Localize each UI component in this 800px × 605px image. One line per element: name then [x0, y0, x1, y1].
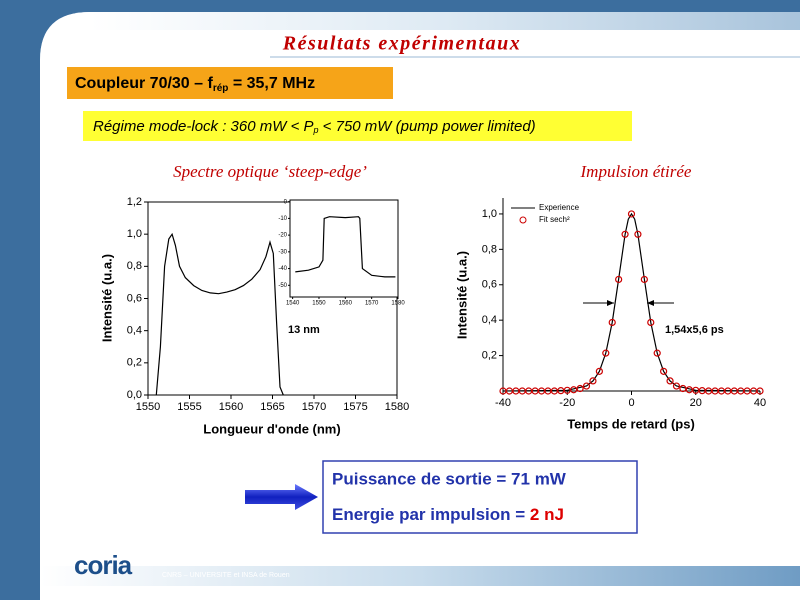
logo: coria — [74, 550, 133, 580]
fit-point — [602, 349, 610, 357]
x-tick-label: 1565 — [260, 401, 284, 413]
x-tick-label: 1580 — [385, 401, 409, 413]
fit-point — [660, 367, 668, 375]
regime-sub: p — [313, 125, 319, 135]
result-power: Puissance de sortie = 71 mW — [332, 469, 567, 488]
fit-point — [615, 275, 623, 284]
coupler-main: Coupleur 70/30 – f — [75, 75, 213, 92]
y-tick-label: 0,6 — [482, 279, 497, 291]
y-tick-label: -50 — [278, 283, 287, 289]
y-tick-label: 1,0 — [127, 228, 142, 240]
fit-point — [634, 230, 642, 238]
result-energy: Energie par impulsion = 2 nJ — [332, 505, 564, 524]
result-arrow — [245, 484, 318, 510]
y-tick-label: 0,4 — [482, 314, 497, 326]
y-axis-label: Intensité (u.a.) — [99, 254, 114, 342]
fit-point — [576, 384, 584, 393]
y-axis-label: Intensité (u.a.) — [454, 251, 469, 339]
x-tick-label: 1570 — [302, 401, 326, 413]
x-tick-label: 1575 — [343, 401, 367, 413]
x-tick-label: 1555 — [177, 401, 201, 413]
x-tick-label: 1550 — [136, 401, 160, 413]
coupler-box — [67, 67, 393, 99]
x-tick-label: 40 — [754, 397, 766, 409]
fit-point — [589, 377, 597, 385]
result-box — [322, 460, 638, 534]
chart-title: Impulsion étirée — [580, 162, 692, 181]
fit-point — [621, 230, 629, 238]
fit-point — [627, 210, 636, 218]
y-tick-label: 0,0 — [127, 389, 142, 401]
coupler-text: Coupleur 70/30 – frép = 35,7 MHz — [75, 75, 315, 93]
x-tick-label: 1550 — [312, 301, 326, 307]
x-axis-label: Temps de retard (ps) — [567, 416, 695, 431]
y-tick-label: 1,2 — [127, 196, 142, 208]
y-tick-label: 0,2 — [127, 357, 142, 369]
x-tick-label: 0 — [628, 397, 634, 409]
fit-point — [756, 387, 764, 395]
content-area — [40, 12, 800, 600]
fit-point — [647, 318, 655, 327]
annotation: 13 nm — [288, 324, 320, 336]
x-tick-label: 1570 — [365, 301, 379, 307]
fit-point — [640, 275, 648, 284]
y-tick-label: 0,8 — [482, 243, 497, 255]
y-tick-label: 0,8 — [127, 260, 142, 272]
annotation: 1,54x5,6 ps — [665, 324, 724, 336]
footer: CNRS – UNIVERSITE et INSA de Rouen — [162, 572, 290, 579]
data-line — [155, 232, 284, 396]
data-line — [295, 216, 396, 278]
y-tick-label: 0,2 — [482, 349, 497, 361]
y-tick-label: 0 — [284, 199, 288, 205]
coupler-sub: rép — [213, 83, 229, 94]
x-tick-label: -40 — [495, 397, 511, 409]
fit-point — [679, 384, 687, 393]
regime-after: < 750 mW (pump power limited) — [319, 118, 536, 135]
arrow-head — [607, 300, 614, 306]
y-tick-label: -10 — [278, 216, 287, 222]
regime-text: Régime mode-lock : 360 mW < Pp < 750 mW … — [93, 118, 536, 135]
y-tick-label: 0,4 — [127, 325, 142, 337]
arrow-head — [647, 300, 654, 306]
x-tick-label: 1560 — [219, 401, 243, 413]
fit-point — [570, 386, 578, 394]
y-tick-label: 1,0 — [482, 208, 497, 220]
plot-frame — [289, 199, 399, 298]
result-energy-label: Energie par impulsion = — [332, 505, 530, 524]
y-tick-label: -30 — [278, 249, 287, 255]
fit-point — [672, 382, 681, 390]
y-tick-label: -20 — [278, 233, 287, 239]
bottom-band — [40, 566, 800, 586]
y-tick-label: -40 — [278, 266, 287, 272]
data-line — [502, 212, 761, 392]
x-axis-label: Longueur d'onde (nm) — [203, 421, 340, 436]
fit-point — [666, 377, 674, 385]
x-tick-label: -20 — [559, 397, 575, 409]
fit-point — [582, 382, 591, 390]
x-tick-label: 1580 — [391, 301, 405, 307]
fit-point — [595, 367, 603, 375]
slide-title: Résultats expérimentaux — [282, 33, 521, 55]
chart-title: Spectre optique ‘steep-edge’ — [173, 162, 367, 181]
x-tick-label: 1540 — [286, 301, 300, 307]
regime-box — [83, 111, 632, 141]
x-tick-label: 20 — [690, 397, 702, 409]
fit-point — [608, 318, 616, 327]
y-tick-label: 0,6 — [127, 292, 142, 304]
regime-main: Régime mode-lock : 360 mW < P — [93, 118, 314, 135]
top-band — [90, 12, 800, 30]
x-tick-label: 1560 — [339, 301, 353, 307]
fit-point — [653, 349, 661, 357]
legend-label: Experience — [539, 203, 580, 212]
legend-label: Fit sech² — [539, 215, 570, 224]
result-energy-value: 2 nJ — [530, 505, 564, 524]
legend-marker — [519, 216, 527, 224]
coupler-after: = 35,7 MHz — [228, 75, 315, 92]
